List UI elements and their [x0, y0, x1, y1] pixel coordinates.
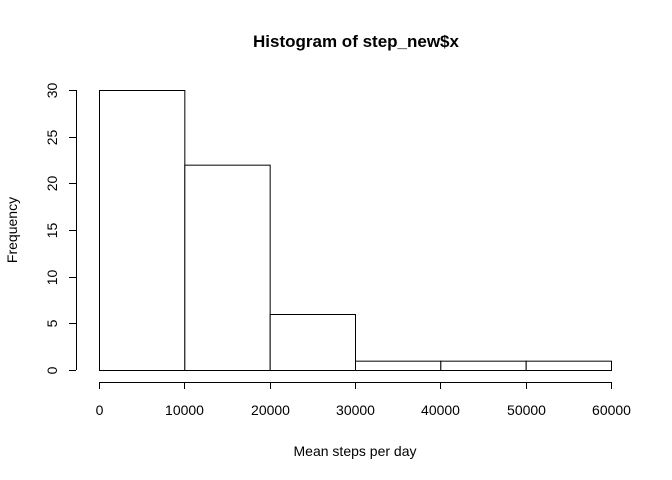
y-axis: 0 5 10 15 20 25 30 [44, 83, 77, 374]
y-tick-label-5: 25 [44, 130, 60, 146]
x-axis-label: Mean steps per day [294, 443, 417, 459]
y-tick-label-0: 0 [44, 366, 60, 374]
x-tick-label-5: 50000 [507, 402, 546, 418]
x-tick-label-0: 0 [96, 402, 104, 418]
y-tick-label-4: 20 [44, 176, 60, 192]
x-axis: 0 10000 20000 30000 40000 50000 60000 [96, 382, 631, 418]
bars-group [99, 90, 613, 371]
x-tick-label-4: 40000 [421, 402, 460, 418]
histogram-bar-2 [269, 314, 356, 371]
chart-title: Histogram of step_new$x [253, 32, 459, 51]
y-tick-label-1: 5 [44, 319, 60, 327]
histogram-bar-4 [440, 360, 527, 371]
x-tick-label-3: 30000 [336, 402, 375, 418]
y-axis-label: Frequency [4, 197, 20, 263]
x-tick-label-1: 10000 [165, 402, 204, 418]
histogram-bar-5 [525, 360, 613, 371]
y-tick-label-6: 30 [44, 83, 60, 99]
histogram-bar-0 [99, 90, 186, 371]
histogram-bar-1 [184, 164, 271, 371]
x-tick-label-6: 60000 [592, 402, 631, 418]
histogram-bar-3 [355, 360, 442, 371]
y-tick-label-2: 10 [44, 270, 60, 286]
x-tick-label-2: 20000 [251, 402, 290, 418]
y-tick-label-3: 15 [44, 223, 60, 239]
